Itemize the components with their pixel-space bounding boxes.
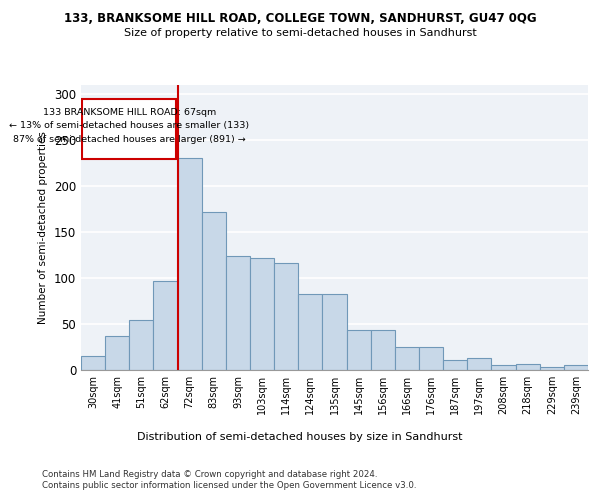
Bar bbox=[250, 258, 274, 370]
Bar bbox=[395, 347, 419, 370]
Bar bbox=[154, 281, 178, 370]
Bar bbox=[298, 294, 322, 370]
Text: Contains HM Land Registry data © Crown copyright and database right 2024.: Contains HM Land Registry data © Crown c… bbox=[42, 470, 377, 479]
Bar bbox=[81, 356, 105, 370]
Text: 133 BRANKSOME HILL ROAD: 67sqm: 133 BRANKSOME HILL ROAD: 67sqm bbox=[43, 108, 216, 116]
Bar bbox=[467, 358, 491, 370]
FancyBboxPatch shape bbox=[82, 99, 176, 158]
Bar bbox=[178, 158, 202, 370]
Text: 133, BRANKSOME HILL ROAD, COLLEGE TOWN, SANDHURST, GU47 0QG: 133, BRANKSOME HILL ROAD, COLLEGE TOWN, … bbox=[64, 12, 536, 26]
Bar bbox=[515, 364, 540, 370]
Bar bbox=[202, 212, 226, 370]
Bar bbox=[347, 330, 371, 370]
Bar bbox=[491, 366, 515, 370]
Bar bbox=[443, 360, 467, 370]
Bar bbox=[105, 336, 129, 370]
Bar bbox=[371, 330, 395, 370]
Bar bbox=[564, 366, 588, 370]
Text: Distribution of semi-detached houses by size in Sandhurst: Distribution of semi-detached houses by … bbox=[137, 432, 463, 442]
Bar bbox=[419, 347, 443, 370]
Text: 87% of semi-detached houses are larger (891) →: 87% of semi-detached houses are larger (… bbox=[13, 135, 245, 144]
Bar bbox=[226, 256, 250, 370]
Text: Size of property relative to semi-detached houses in Sandhurst: Size of property relative to semi-detach… bbox=[124, 28, 476, 38]
Bar bbox=[322, 294, 347, 370]
Text: Contains public sector information licensed under the Open Government Licence v3: Contains public sector information licen… bbox=[42, 481, 416, 490]
Bar bbox=[540, 367, 564, 370]
Y-axis label: Number of semi-detached properties: Number of semi-detached properties bbox=[38, 131, 49, 324]
Text: ← 13% of semi-detached houses are smaller (133): ← 13% of semi-detached houses are smalle… bbox=[9, 122, 250, 130]
Bar bbox=[129, 320, 154, 370]
Bar bbox=[274, 264, 298, 370]
